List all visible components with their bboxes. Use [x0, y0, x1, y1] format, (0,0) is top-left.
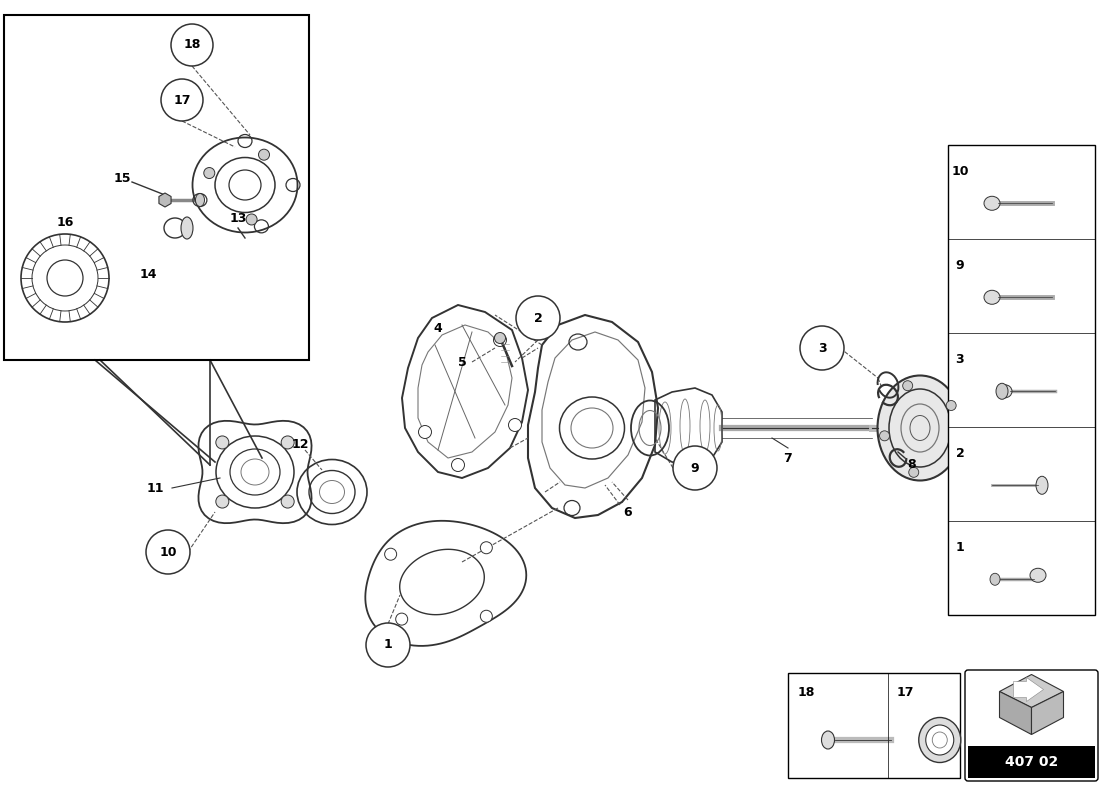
- Bar: [4, 15, 309, 360]
- Circle shape: [481, 542, 493, 554]
- Ellipse shape: [926, 725, 954, 755]
- Ellipse shape: [918, 718, 960, 762]
- Circle shape: [170, 24, 213, 66]
- Polygon shape: [1013, 678, 1044, 702]
- Text: 12: 12: [292, 438, 309, 451]
- Ellipse shape: [182, 217, 192, 239]
- Circle shape: [216, 436, 229, 449]
- Circle shape: [800, 326, 844, 370]
- Polygon shape: [1032, 691, 1064, 734]
- Circle shape: [204, 167, 214, 178]
- Ellipse shape: [1036, 476, 1048, 494]
- Circle shape: [909, 467, 918, 478]
- Text: 1: 1: [956, 541, 965, 554]
- Text: 15: 15: [113, 171, 131, 185]
- Circle shape: [508, 418, 521, 431]
- Text: 18: 18: [798, 686, 815, 699]
- Ellipse shape: [196, 194, 205, 206]
- Circle shape: [495, 333, 506, 343]
- Circle shape: [481, 610, 493, 622]
- Bar: [948, 145, 1094, 615]
- Circle shape: [385, 548, 397, 560]
- Text: 16: 16: [56, 215, 74, 229]
- Text: 407 02: 407 02: [1005, 755, 1058, 769]
- Circle shape: [161, 79, 204, 121]
- Text: 17: 17: [896, 686, 914, 699]
- Polygon shape: [158, 193, 172, 207]
- Text: 14: 14: [140, 269, 156, 282]
- Bar: [788, 673, 960, 778]
- Circle shape: [903, 381, 913, 390]
- Circle shape: [516, 296, 560, 340]
- Circle shape: [246, 214, 257, 225]
- Circle shape: [494, 334, 506, 346]
- Ellipse shape: [996, 383, 1008, 399]
- Circle shape: [880, 431, 890, 441]
- Text: 7: 7: [783, 451, 792, 465]
- Circle shape: [366, 623, 410, 667]
- Polygon shape: [1000, 674, 1064, 707]
- Circle shape: [216, 495, 229, 508]
- Text: 1: 1: [384, 638, 393, 651]
- Text: 8: 8: [908, 458, 916, 471]
- Circle shape: [946, 401, 956, 410]
- Circle shape: [451, 458, 464, 471]
- Circle shape: [146, 530, 190, 574]
- Text: 10: 10: [952, 165, 969, 178]
- Ellipse shape: [984, 196, 1000, 210]
- Text: 4: 4: [433, 322, 442, 334]
- Text: 17: 17: [174, 94, 190, 106]
- Ellipse shape: [878, 375, 962, 481]
- Circle shape: [258, 149, 270, 160]
- Bar: [968, 746, 1094, 778]
- Circle shape: [282, 436, 294, 449]
- Ellipse shape: [1030, 568, 1046, 582]
- Ellipse shape: [984, 290, 1000, 304]
- Text: 3: 3: [817, 342, 826, 354]
- Polygon shape: [1000, 691, 1032, 734]
- Circle shape: [673, 446, 717, 490]
- Text: 10: 10: [160, 546, 177, 558]
- Text: 9: 9: [691, 462, 700, 474]
- Text: 2: 2: [956, 447, 965, 460]
- Ellipse shape: [998, 385, 1012, 398]
- Text: 6: 6: [624, 506, 632, 518]
- Ellipse shape: [822, 731, 835, 749]
- Circle shape: [282, 495, 294, 508]
- Ellipse shape: [990, 574, 1000, 586]
- Text: 13: 13: [229, 211, 246, 225]
- Text: 2: 2: [534, 311, 542, 325]
- Text: 9: 9: [956, 259, 965, 272]
- Text: 3: 3: [956, 353, 965, 366]
- Text: 11: 11: [146, 482, 164, 494]
- Text: 18: 18: [184, 38, 200, 51]
- Text: 5: 5: [458, 355, 466, 369]
- FancyBboxPatch shape: [965, 670, 1098, 781]
- Circle shape: [396, 613, 408, 625]
- Circle shape: [418, 426, 431, 438]
